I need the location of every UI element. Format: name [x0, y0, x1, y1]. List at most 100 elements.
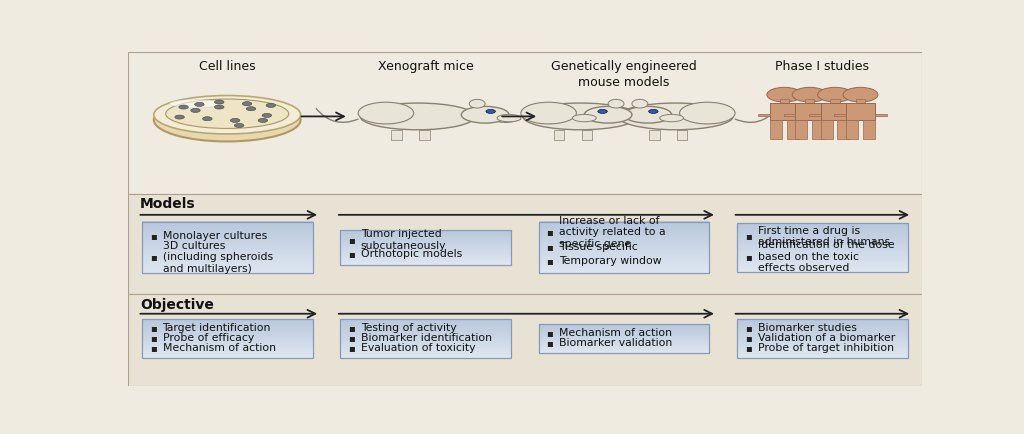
Bar	[539, 225, 710, 227]
Bar	[737, 341, 907, 342]
Ellipse shape	[523, 103, 638, 130]
Text: Biomarker identification: Biomarker identification	[360, 333, 492, 343]
Ellipse shape	[461, 106, 509, 123]
Bar	[340, 255, 511, 256]
Bar	[142, 256, 312, 258]
Bar	[539, 348, 710, 349]
Bar	[340, 235, 511, 236]
Bar	[737, 266, 907, 267]
Bar	[142, 229, 312, 231]
Bar	[737, 268, 907, 270]
Bar	[737, 333, 907, 335]
Bar	[142, 249, 312, 250]
Bar	[737, 325, 907, 326]
Ellipse shape	[358, 102, 414, 124]
Bar	[142, 347, 312, 348]
Bar	[737, 243, 907, 244]
Bar	[539, 346, 710, 347]
Bar	[142, 332, 312, 333]
Bar	[340, 319, 511, 358]
Bar	[142, 234, 312, 236]
Ellipse shape	[521, 102, 577, 124]
Bar	[142, 270, 312, 272]
Ellipse shape	[680, 102, 735, 124]
Bar	[737, 350, 907, 351]
Bar	[539, 222, 710, 273]
Bar	[539, 263, 710, 264]
Bar	[539, 343, 710, 344]
Bar	[737, 346, 907, 347]
Bar	[142, 242, 312, 243]
Bar	[142, 264, 312, 266]
Bar	[539, 260, 710, 262]
Bar	[142, 321, 312, 322]
Bar	[737, 344, 907, 345]
Text: Tumor injected
subcutaneously: Tumor injected subcutaneously	[360, 229, 446, 251]
Ellipse shape	[154, 95, 301, 134]
Bar	[340, 240, 511, 241]
Bar	[340, 230, 511, 232]
Bar	[340, 246, 511, 247]
Bar	[812, 120, 824, 139]
Circle shape	[203, 117, 212, 121]
Bar	[856, 99, 865, 104]
Bar	[539, 230, 710, 232]
Bar	[340, 355, 511, 357]
Bar	[737, 355, 907, 357]
Bar	[539, 329, 710, 330]
Ellipse shape	[585, 106, 632, 123]
Bar	[539, 265, 710, 267]
Bar	[737, 357, 907, 358]
Bar	[824, 114, 836, 116]
Circle shape	[246, 107, 256, 111]
Bar	[821, 103, 849, 120]
Bar	[737, 354, 907, 355]
Bar	[539, 254, 710, 255]
Text: ▪: ▪	[547, 338, 554, 348]
Bar	[340, 231, 511, 233]
Bar	[737, 348, 907, 349]
Bar	[539, 258, 710, 259]
Bar	[737, 262, 907, 263]
Bar	[142, 348, 312, 349]
Bar	[142, 241, 312, 243]
Bar	[539, 351, 710, 352]
Text: Orthotopic models: Orthotopic models	[360, 249, 462, 259]
Ellipse shape	[170, 99, 221, 108]
Bar	[340, 260, 511, 261]
Bar	[737, 260, 907, 262]
Bar	[539, 335, 710, 336]
Bar	[539, 255, 710, 256]
Bar	[737, 248, 907, 250]
Bar	[142, 232, 312, 233]
Bar	[539, 331, 710, 332]
Bar	[737, 332, 907, 333]
Bar	[737, 256, 907, 257]
Text: ▪: ▪	[348, 235, 355, 245]
Bar	[142, 258, 312, 259]
Bar	[737, 247, 907, 249]
Bar	[539, 266, 710, 268]
Bar	[539, 250, 710, 251]
Bar	[340, 251, 511, 252]
Bar	[582, 130, 592, 141]
Bar	[737, 243, 907, 245]
Bar	[340, 322, 511, 323]
Bar	[340, 236, 511, 237]
Bar	[737, 324, 907, 325]
Bar	[419, 130, 430, 141]
Bar	[539, 269, 710, 271]
Bar	[340, 348, 511, 349]
Bar	[737, 353, 907, 354]
Bar	[737, 332, 907, 334]
Bar	[340, 340, 511, 342]
Bar	[539, 349, 710, 350]
Circle shape	[179, 105, 188, 109]
Bar	[142, 340, 312, 342]
Bar	[539, 334, 710, 335]
Bar	[779, 99, 790, 104]
Bar	[142, 230, 312, 232]
FancyArrowPatch shape	[735, 108, 777, 122]
Bar	[142, 227, 312, 228]
Bar	[737, 225, 907, 227]
